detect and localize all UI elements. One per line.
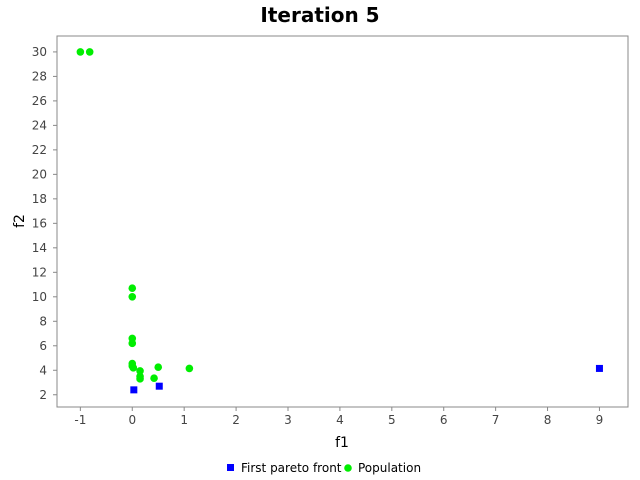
y-tick-label: 12 [32, 265, 47, 279]
x-tick-label: 0 [128, 413, 136, 427]
pareto-front-point [595, 364, 603, 372]
population-point [128, 293, 137, 301]
population-point [85, 48, 94, 56]
legend-pareto-label: First pareto front [241, 461, 342, 475]
y-tick-label: 2 [39, 388, 47, 402]
pareto-front-point [155, 382, 163, 390]
x-tick-label: 7 [492, 413, 500, 427]
plot-area [56, 35, 629, 408]
y-tick-label: 6 [39, 339, 47, 353]
x-tick-label: 9 [596, 413, 604, 427]
pareto-front-point [130, 386, 138, 394]
population-point [150, 374, 158, 383]
x-tick-label: 4 [336, 413, 344, 427]
population-point [136, 367, 144, 375]
population-point [154, 363, 163, 372]
x-tick-label: -1 [74, 413, 86, 427]
x-axis: -1 0 1 2 3 4 5 6 7 8 9 [74, 407, 603, 427]
legend-population-label: Population [358, 461, 421, 475]
legend-population-marker [344, 464, 352, 472]
population-point [128, 284, 137, 293]
population-point [128, 339, 137, 348]
y-tick-label: 8 [39, 314, 47, 328]
y-tick-label: 26 [32, 94, 47, 108]
y-tick-label: 24 [32, 118, 47, 132]
population-point [185, 364, 194, 373]
x-tick-label: 5 [388, 413, 396, 427]
legend: First pareto front Population [227, 461, 421, 475]
x-tick-label: 2 [232, 413, 240, 427]
y-tick-label: 14 [32, 241, 47, 255]
x-axis-label: f1 [335, 435, 349, 451]
y-tick-label: 18 [32, 192, 47, 206]
y-tick-label: 22 [32, 143, 47, 157]
y-tick-label: 28 [32, 69, 47, 83]
population-point [76, 48, 85, 56]
legend-pareto-marker [227, 464, 234, 471]
population-point [129, 364, 138, 372]
y-tick-label: 4 [39, 363, 47, 377]
x-tick-label: 6 [440, 413, 448, 427]
chart-title: Iteration 5 [260, 3, 379, 27]
x-tick-label: 8 [544, 413, 552, 427]
y-tick-label: 20 [32, 167, 47, 181]
population-point [136, 375, 144, 383]
y-tick-label: 10 [32, 290, 47, 304]
y-axis-label: f2 [12, 214, 28, 228]
y-tick-label: 16 [32, 216, 47, 230]
data-points [76, 48, 603, 394]
y-tick-label: 30 [32, 45, 47, 59]
x-tick-label: 1 [180, 413, 188, 427]
x-tick-label: 3 [284, 413, 292, 427]
